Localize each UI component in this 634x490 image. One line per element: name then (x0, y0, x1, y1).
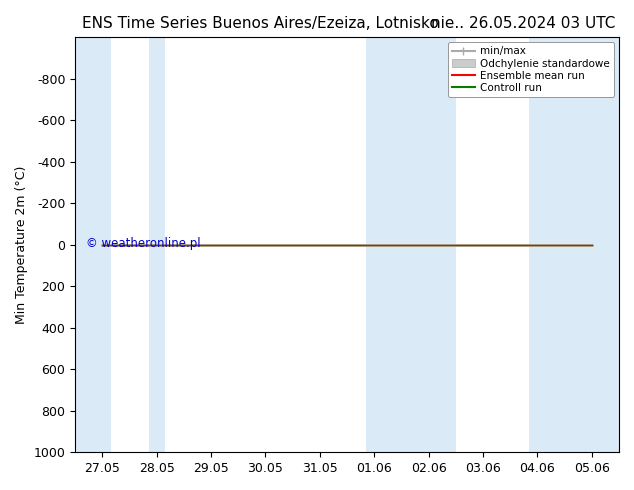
Legend: min/max, Odchylenie standardowe, Ensemble mean run, Controll run: min/max, Odchylenie standardowe, Ensembl… (448, 42, 614, 97)
Bar (148, 37, 165, 452)
Bar (366, 37, 401, 452)
Bar (401, 37, 456, 452)
Bar (565, 37, 619, 452)
Text: nie.. 26.05.2024 03 UTC: nie.. 26.05.2024 03 UTC (430, 16, 615, 31)
Text: © weatheronline.pl: © weatheronline.pl (86, 237, 200, 250)
Bar (529, 37, 565, 452)
Text: ENS Time Series Buenos Aires/Ezeiza, Lotnisko: ENS Time Series Buenos Aires/Ezeiza, Lot… (82, 16, 439, 31)
Y-axis label: Min Temperature 2m (°C): Min Temperature 2m (°C) (15, 166, 28, 324)
Bar (75, 37, 110, 452)
